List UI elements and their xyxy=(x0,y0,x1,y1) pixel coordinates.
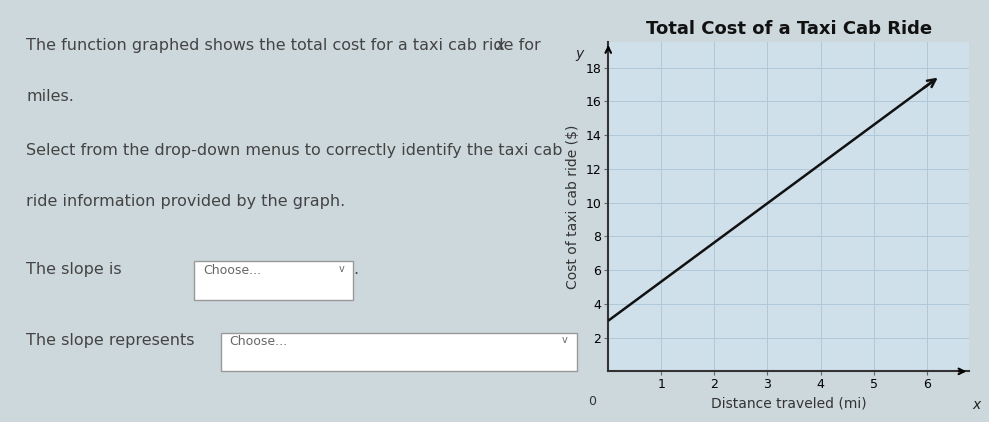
Text: miles.: miles. xyxy=(27,89,74,104)
Text: y: y xyxy=(575,47,584,61)
Text: The function graphed shows the total cost for a taxi cab ride for: The function graphed shows the total cos… xyxy=(27,38,546,53)
Text: The slope is: The slope is xyxy=(27,262,122,277)
Text: x: x xyxy=(972,398,980,412)
Text: ride information provided by the graph.: ride information provided by the graph. xyxy=(27,194,346,209)
Text: .: . xyxy=(353,262,358,277)
FancyBboxPatch shape xyxy=(194,261,353,300)
Y-axis label: Cost of taxi cab ride ($): Cost of taxi cab ride ($) xyxy=(566,124,580,289)
Text: v: v xyxy=(338,264,344,274)
Text: v: v xyxy=(562,335,568,346)
Text: 0: 0 xyxy=(588,395,596,408)
Text: Choose...: Choose... xyxy=(203,264,261,277)
Title: Total Cost of a Taxi Cab Ride: Total Cost of a Taxi Cab Ride xyxy=(646,20,932,38)
X-axis label: Distance traveled (mi): Distance traveled (mi) xyxy=(711,397,866,411)
Text: The slope represents: The slope represents xyxy=(27,333,195,349)
FancyBboxPatch shape xyxy=(221,333,577,371)
Text: Select from the drop-down menus to correctly identify the taxi cab: Select from the drop-down menus to corre… xyxy=(27,143,563,159)
Text: x: x xyxy=(495,38,505,53)
Text: Choose...: Choose... xyxy=(229,335,288,349)
